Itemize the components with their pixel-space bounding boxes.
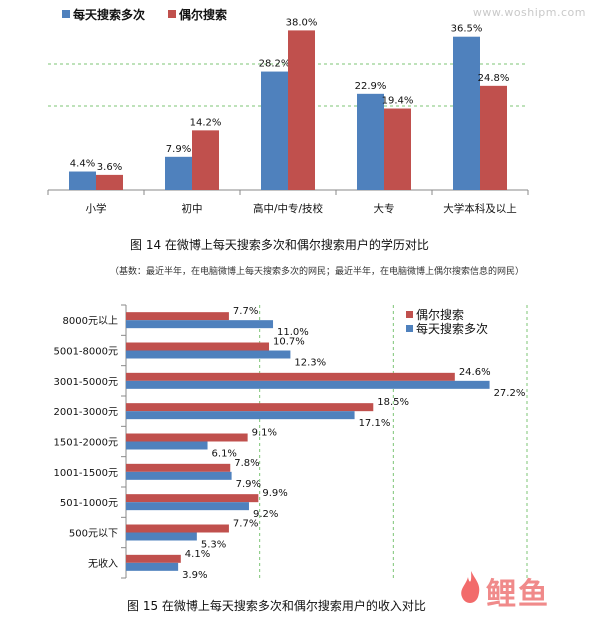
- legend-label: 每天搜索多次: [416, 321, 488, 336]
- category-label: 无收入: [88, 557, 118, 570]
- education-bar-chart: 4.4% 3.6% 小学 7.9% 14.2% 初中 28.2% 38.0% 高中/中专/技校 2…: [47, 7, 529, 215]
- figure-15-caption: 图 15 在微博上每天搜索多次和偶尔搜索用户的收入对比: [127, 599, 426, 613]
- bar: [126, 433, 248, 442]
- category-label: 500元以下: [69, 529, 118, 540]
- bar: [126, 494, 259, 503]
- data-label: 36.5%: [451, 24, 483, 35]
- bar: [453, 36, 480, 191]
- category-label: 大学本科及以上: [443, 202, 517, 215]
- data-label: 12.3%: [294, 358, 326, 369]
- bar: [126, 372, 455, 381]
- watermark-logo: 鲤鱼: [456, 567, 588, 612]
- data-label: 24.8%: [478, 73, 510, 84]
- data-label: 27.2%: [494, 388, 526, 399]
- category-label: 2001-3000元: [53, 407, 118, 418]
- data-label: 7.9%: [166, 144, 191, 155]
- data-label: 10.7%: [273, 337, 305, 348]
- bar: [126, 463, 231, 472]
- data-label: 22.9%: [355, 81, 387, 92]
- legend-swatch: [62, 10, 70, 18]
- data-label: 17.1%: [359, 418, 391, 429]
- bar: [126, 532, 197, 541]
- bar: [192, 130, 219, 190]
- bar: [126, 403, 374, 412]
- flame-icon: [461, 571, 480, 603]
- category-label: 5001-8000元: [53, 347, 118, 358]
- bar: [126, 350, 291, 359]
- bar: [126, 441, 208, 450]
- bar: [384, 108, 411, 190]
- category-label: 大专: [374, 202, 395, 215]
- data-label: 4.1%: [185, 549, 210, 560]
- data-label: 6.1%: [212, 449, 237, 460]
- data-label: 7.9%: [236, 479, 261, 490]
- category-label: 1001-1500元: [53, 468, 118, 479]
- data-label: 9.9%: [262, 488, 287, 499]
- bar: [357, 93, 384, 190]
- data-label: 5.3%: [201, 540, 226, 551]
- data-label: 24.6%: [459, 367, 491, 378]
- legend-swatch: [406, 325, 413, 332]
- category-label: 1501-2000元: [53, 438, 118, 449]
- figure-14-note: （基数：最近半年，在电脑微博上每天搜索多次的网民；最近半年，在电脑微博上偶尔搜索…: [110, 267, 525, 277]
- legend-label: 偶尔搜索: [416, 307, 464, 322]
- data-label: 4.4%: [70, 159, 95, 170]
- bar: [126, 554, 181, 563]
- bar: [480, 85, 507, 190]
- data-label: 28.2%: [259, 59, 291, 70]
- bar: [126, 380, 490, 389]
- category-label: 501-1000元: [60, 498, 118, 509]
- bar: [261, 71, 288, 190]
- data-label: 14.2%: [190, 117, 222, 128]
- data-label: 3.9%: [182, 570, 207, 581]
- bar: [69, 171, 96, 190]
- category-label: 8000元以上: [63, 315, 118, 327]
- watermark-logo-text: 鲤鱼: [486, 577, 550, 612]
- bar: [126, 342, 270, 351]
- bar: [126, 524, 229, 533]
- data-label: 18.5%: [377, 397, 409, 408]
- legend-swatch: [406, 311, 413, 318]
- data-label: 38.0%: [286, 17, 318, 28]
- category-label: 小学: [86, 202, 107, 215]
- bar: [126, 312, 229, 321]
- legend-label: 每天搜索多次: [73, 7, 145, 22]
- watermark-url: www.woshipm.com: [472, 6, 586, 19]
- data-label: 19.4%: [382, 96, 414, 107]
- bar: [126, 411, 355, 420]
- data-label: 7.7%: [233, 306, 258, 317]
- bar: [96, 174, 123, 190]
- data-label: 7.7%: [233, 519, 258, 530]
- figure-14-caption: 图 14 在微博上每天搜索多次和偶尔搜索用户的学历对比: [130, 238, 429, 252]
- category-label: 高中/中专/技校: [253, 202, 324, 215]
- category-label: 初中: [182, 202, 203, 215]
- data-label: 7.8%: [234, 458, 259, 469]
- category-label: 3001-5000元: [53, 377, 118, 388]
- bar: [126, 502, 249, 511]
- data-label: 3.6%: [97, 162, 122, 173]
- bar: [126, 320, 274, 329]
- bar: [126, 562, 179, 571]
- data-label: 9.2%: [253, 509, 278, 520]
- legend-swatch: [168, 10, 176, 18]
- data-label: 11.0%: [277, 327, 309, 338]
- data-label: 9.1%: [252, 428, 277, 439]
- bar: [126, 471, 232, 480]
- bar: [165, 156, 192, 190]
- income-bar-chart: 7.7% 11.0% 8000元以上 10.7% 12.3% 5001-8000元 24.6…: [53, 304, 528, 581]
- legend-label: 偶尔搜索: [179, 7, 227, 22]
- bar: [288, 30, 315, 191]
